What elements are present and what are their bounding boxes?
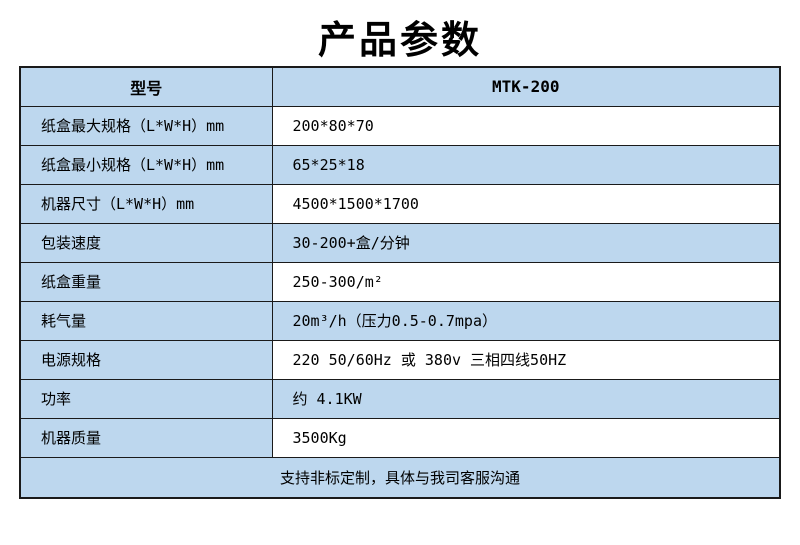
spec-value-power: 约 4.1KW bbox=[271, 378, 781, 419]
table-row: 包装速度 30-200+盒/分钟 bbox=[19, 222, 781, 263]
spec-value-power-spec: 220 50/60Hz 或 380v 三相四线50HZ bbox=[271, 339, 781, 380]
table-header-row: 型号 MTK-200 bbox=[19, 66, 781, 107]
header-model-value: MTK-200 bbox=[271, 66, 781, 107]
table-row: 纸盒最大规格（L*W*H）mm 200*80*70 bbox=[19, 105, 781, 146]
spec-label-machine-weight: 机器质量 bbox=[19, 417, 273, 458]
spec-label-packing-speed: 包装速度 bbox=[19, 222, 273, 263]
spec-label-min-box-size: 纸盒最小规格（L*W*H）mm bbox=[19, 144, 273, 185]
table-row: 耗气量 20m³/h（压力0.5-0.7mpa） bbox=[19, 300, 781, 341]
table-row: 机器质量 3500Kg bbox=[19, 417, 781, 458]
spec-value-machine-weight: 3500Kg bbox=[271, 417, 781, 458]
spec-label-power: 功率 bbox=[19, 378, 273, 419]
table-row: 纸盒最小规格（L*W*H）mm 65*25*18 bbox=[19, 144, 781, 185]
table-row: 纸盒重量 250-300/m² bbox=[19, 261, 781, 302]
footer-note: 支持非标定制，具体与我司客服沟通 bbox=[19, 456, 781, 499]
spec-value-air-consumption: 20m³/h（压力0.5-0.7mpa） bbox=[271, 300, 781, 341]
spec-label-power-spec: 电源规格 bbox=[19, 339, 273, 380]
spec-value-max-box-size: 200*80*70 bbox=[271, 105, 781, 146]
table-row: 功率 约 4.1KW bbox=[19, 378, 781, 419]
spec-label-box-weight: 纸盒重量 bbox=[19, 261, 273, 302]
table-row: 机器尺寸（L*W*H）mm 4500*1500*1700 bbox=[19, 183, 781, 224]
spec-label-air-consumption: 耗气量 bbox=[19, 300, 273, 341]
table-row: 电源规格 220 50/60Hz 或 380v 三相四线50HZ bbox=[19, 339, 781, 380]
table-footer-row: 支持非标定制，具体与我司客服沟通 bbox=[19, 456, 781, 499]
spec-value-min-box-size: 65*25*18 bbox=[271, 144, 781, 185]
spec-table: 型号 MTK-200 纸盒最大规格（L*W*H）mm 200*80*70 纸盒最… bbox=[19, 66, 781, 499]
header-model-label: 型号 bbox=[19, 66, 273, 107]
spec-label-machine-size: 机器尺寸（L*W*H）mm bbox=[19, 183, 273, 224]
spec-value-packing-speed: 30-200+盒/分钟 bbox=[271, 222, 781, 263]
spec-value-box-weight: 250-300/m² bbox=[271, 261, 781, 302]
spec-value-machine-size: 4500*1500*1700 bbox=[271, 183, 781, 224]
spec-label-max-box-size: 纸盒最大规格（L*W*H）mm bbox=[19, 105, 273, 146]
page-title: 产品参数 bbox=[317, 20, 482, 62]
